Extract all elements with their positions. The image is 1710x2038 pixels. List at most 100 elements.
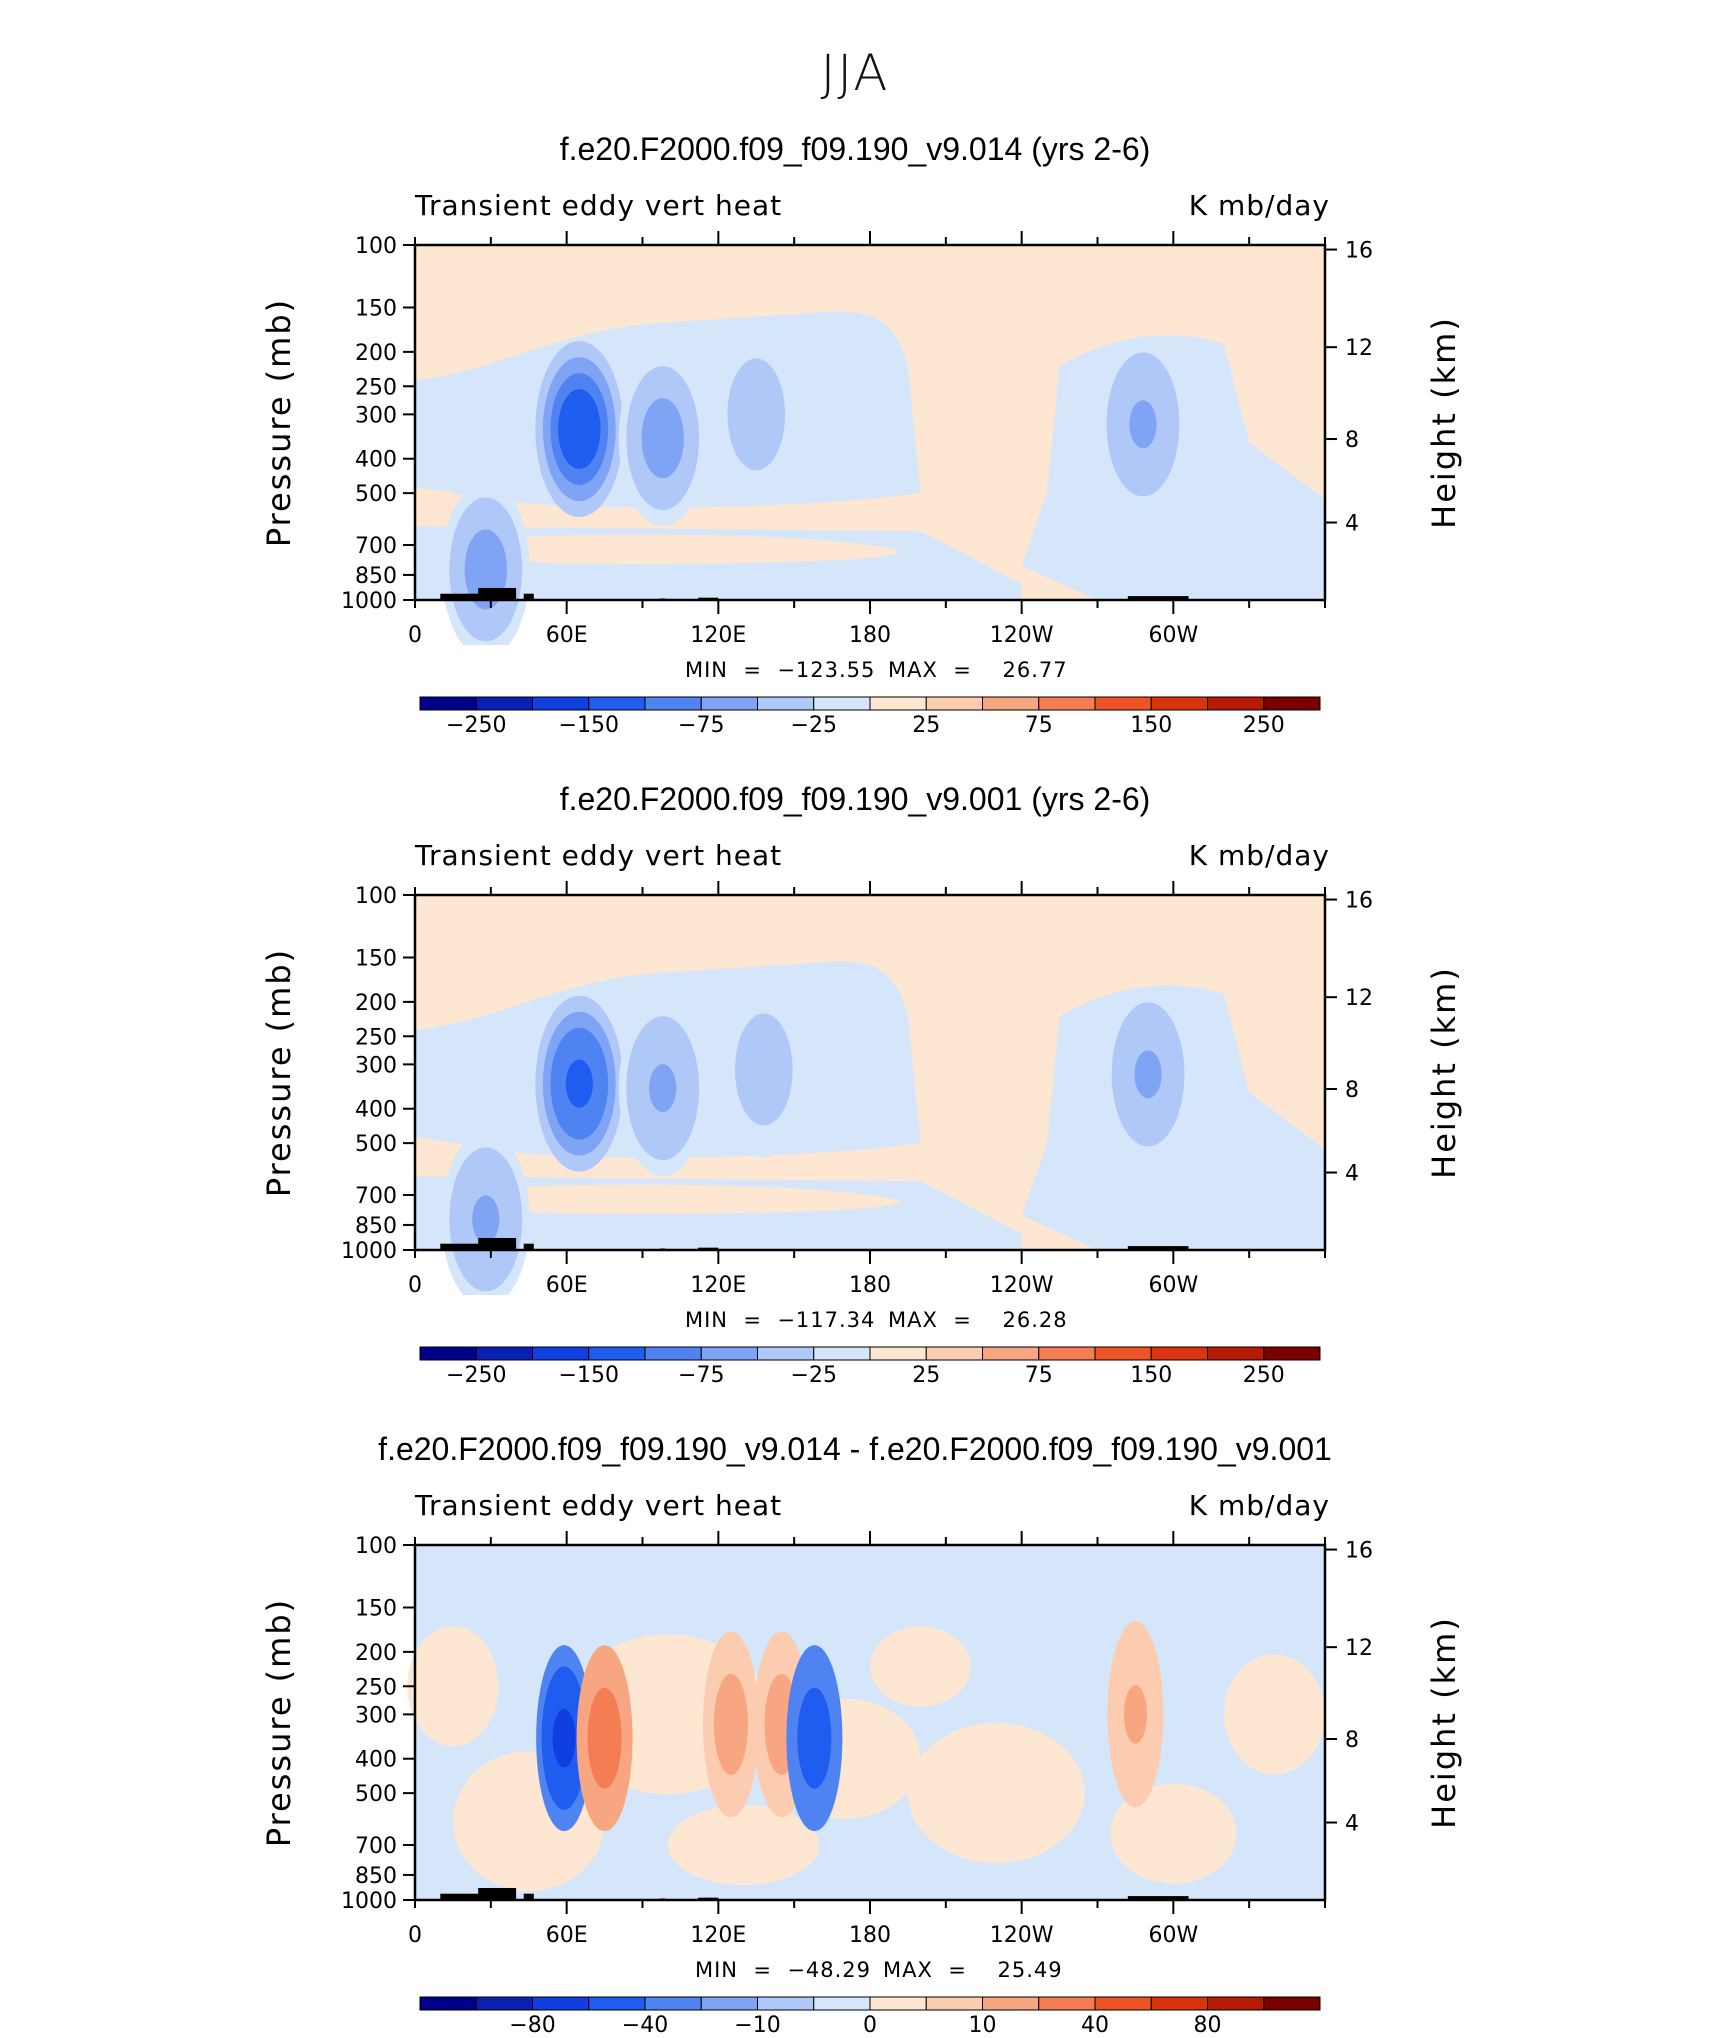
topography (523, 1243, 534, 1250)
y-tick-label: 200 (355, 991, 397, 1016)
y-tick-label: 100 (355, 884, 397, 909)
colorbar-swatch (1038, 696, 1096, 711)
y2-axis-title: Height (km) (1425, 1616, 1463, 1829)
x-tick-label: 60W (1148, 623, 1198, 645)
colorbar-label: −10 (734, 2013, 780, 2035)
colorbar-swatch (1038, 1996, 1096, 2011)
colorbar-swatch (588, 1346, 646, 1361)
colorbar-swatch (532, 696, 590, 711)
colorbar-swatch (644, 1996, 702, 2011)
colorbar-swatch (1150, 696, 1208, 711)
colorbar-label: −250 (446, 713, 506, 738)
y-tick-label: 700 (355, 1834, 397, 1859)
x-tick-label: 120W (990, 1273, 1054, 1295)
panel-1-colorbar: −250 −150 −75 −25 25 75 150 250 (419, 696, 1321, 738)
y2-axis-title: Height (km) (1425, 966, 1463, 1179)
y-tick-label: 700 (355, 534, 397, 559)
contour-feature (472, 545, 500, 594)
panel-3-variable-label: Transient eddy vert heat (415, 1489, 783, 1522)
colorbar-swatch (532, 1996, 590, 2011)
y-tick-label: 100 (355, 1534, 397, 1559)
y2-tick-label: 16 (1345, 239, 1373, 264)
topography (478, 587, 517, 600)
y-axis-title: Pressure (mb) (260, 948, 298, 1197)
colorbar-label: −250 (446, 1363, 506, 1388)
y2-tick-label: 12 (1345, 1636, 1373, 1661)
y-tick-label: 400 (355, 1748, 397, 1773)
colorbar-swatch (1263, 1346, 1321, 1361)
colorbar-label: −75 (678, 1363, 724, 1388)
colorbar-label: −150 (559, 1363, 619, 1388)
colorbar-swatch (532, 1346, 590, 1361)
topography (523, 593, 534, 600)
y2-tick-label: 4 (1345, 1812, 1359, 1837)
colorbar-swatch (1207, 696, 1265, 711)
colorbar-swatch (1094, 696, 1152, 711)
panel-2-title: f.e20.F2000.f09_f09.190_v9.001 (yrs 2-6) (559, 781, 1151, 817)
colorbar-swatch (475, 1346, 533, 1361)
y-axis-title: Pressure (mb) (260, 298, 298, 547)
topography (1127, 1896, 1189, 1900)
y-tick-label: 300 (355, 1053, 397, 1078)
x-tick-label: 60E (546, 623, 588, 645)
panel-3-min-label: MIN = −48.29 (695, 1958, 872, 1982)
colorbar-label: −150 (559, 713, 619, 738)
topography (1127, 596, 1189, 600)
colorbar-swatch (1150, 1346, 1208, 1361)
y-tick-label: 850 (355, 1864, 397, 1889)
y-tick-label: 250 (355, 1675, 397, 1700)
contour-feature (750, 1045, 778, 1094)
y-tick-label: 250 (355, 1025, 397, 1050)
y2-tick-label: 12 (1345, 336, 1373, 361)
panel-1-max-label: MAX = 26.77 (888, 658, 1068, 682)
y2-tick-label: 8 (1345, 428, 1359, 453)
contour-feature (742, 390, 770, 439)
y-tick-label: 300 (355, 1703, 397, 1728)
panel-1-title: f.e20.F2000.f09_f09.190_v9.014 (yrs 2-6) (559, 131, 1151, 167)
contour-feature (1123, 1685, 1147, 1744)
field-warm-lower (475, 534, 900, 564)
colorbar-label: 25 (912, 1363, 940, 1388)
x-tick-label: 120W (990, 623, 1054, 645)
topography (1127, 1246, 1189, 1250)
colorbar-label: 150 (1130, 1363, 1172, 1388)
colorbar-label: 75 (1025, 713, 1053, 738)
colorbar-label: 250 (1243, 713, 1285, 738)
colorbar-swatch (419, 1996, 477, 2011)
y-tick-label: 1000 (341, 589, 397, 614)
field-warm-lower (475, 1184, 900, 1214)
colorbar-swatch (644, 696, 702, 711)
contour-feature (1134, 1050, 1162, 1099)
colorbar-swatch (813, 1346, 871, 1361)
colorbar-label: 75 (1025, 1363, 1053, 1388)
colorbar-swatch (644, 1346, 702, 1361)
colorbar-swatch (700, 1346, 758, 1361)
colorbar-swatch (757, 1996, 815, 2011)
colorbar-swatch (925, 696, 983, 711)
contour-feature (565, 1059, 593, 1108)
y-tick-label: 150 (355, 947, 397, 972)
x-tick-label: 120E (690, 1273, 746, 1295)
colorbar-swatch (982, 1996, 1040, 2011)
colorbar-swatch (982, 696, 1040, 711)
y-tick-label: 850 (355, 564, 397, 589)
colorbar-swatch (869, 1996, 927, 2011)
colorbar-label: 80 (1194, 2013, 1222, 2035)
colorbar-swatch (757, 696, 815, 711)
panel-1-variable-label: Transient eddy vert heat (415, 189, 783, 222)
field-patch (1110, 1783, 1237, 1884)
contour-feature (649, 414, 677, 463)
colorbar-label: −40 (622, 2013, 668, 2035)
y2-tick-label: 4 (1345, 1162, 1359, 1187)
y-axis-title: Pressure (mb) (260, 1598, 298, 1847)
panel-1-min-label: MIN = −123.55 (685, 658, 876, 682)
panel-1-units-label: K mb/day (1188, 189, 1330, 222)
topography (478, 1237, 517, 1250)
field-patch (870, 1626, 972, 1707)
colorbar-swatch (419, 1346, 477, 1361)
colorbar-swatch (475, 1996, 533, 2011)
x-tick-label: 120W (990, 1923, 1054, 1945)
topography (440, 1893, 491, 1900)
panel-3-max-label: MAX = 25.49 (883, 1958, 1063, 1982)
colorbar-label: −25 (791, 1363, 837, 1388)
